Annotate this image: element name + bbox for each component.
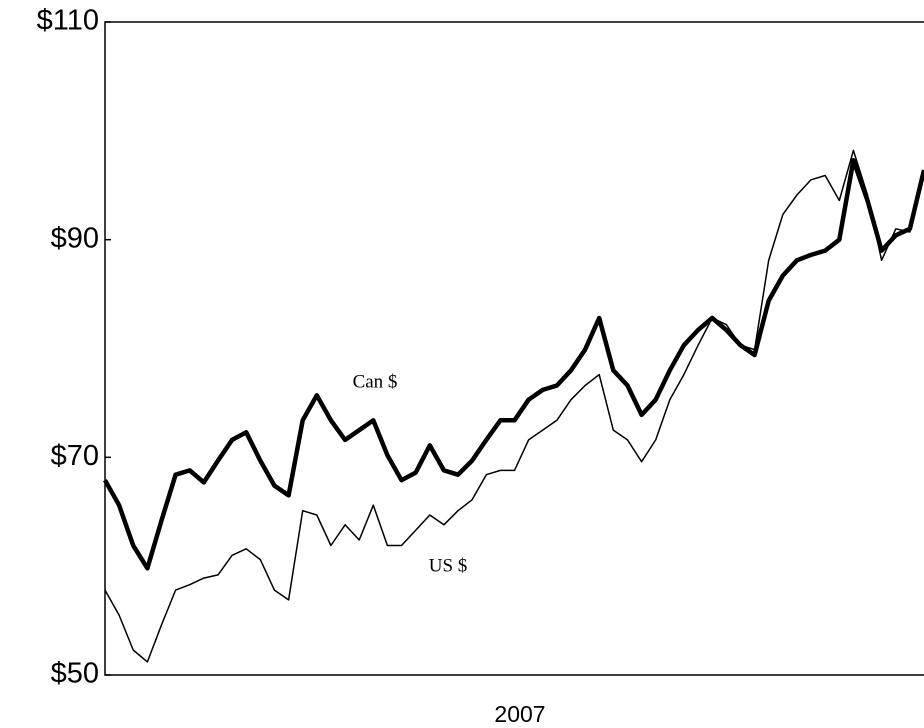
- series-annotation: Can $: [353, 371, 398, 392]
- y-tick-label: $70: [51, 440, 99, 472]
- x-axis-label: 2007: [494, 701, 545, 727]
- line-series: [103, 157, 924, 571]
- line-series: [104, 149, 924, 663]
- series-annotation: US $: [429, 555, 468, 576]
- y-tick-label: $110: [37, 5, 99, 37]
- y-tick-label: $50: [51, 658, 99, 690]
- y-tick-label: $90: [51, 222, 99, 254]
- plot-frame: [104, 21, 924, 676]
